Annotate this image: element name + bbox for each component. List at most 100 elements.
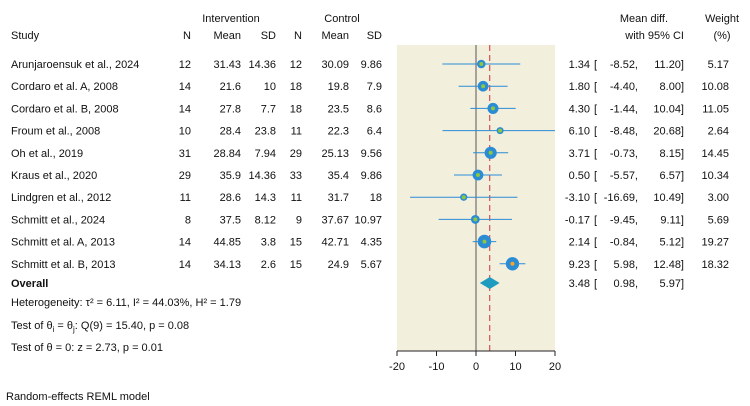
mean-diff-header: Mean diff. [620,13,668,25]
study-row: Oh et al., 2019 31 28.84 7.94 29 25.13 9.56 3.7… [11,146,729,160]
study-point-estimate [473,217,478,222]
study-ci-lower: -4.40, [610,81,638,93]
study-ci-bracket: [ [594,170,597,182]
control-n: 29 [290,148,302,160]
control-mean: 19.8 [328,81,349,93]
study-ci-bracket: [ [594,237,597,249]
intervention-n: 14 [179,81,191,93]
study-ci-lower: 5.98, [614,259,638,271]
control-mean: 35.4 [328,170,349,182]
zero-effect-test-text: Test of θ = 0: z = 2.73, p = 0.01 [11,342,163,354]
intervention-n: 14 [179,103,191,115]
control-mean: 24.9 [328,259,349,271]
study-weight: 2.64 [708,126,729,138]
study-column-header: Study [11,30,40,42]
study-name: Lindgren et al., 2012 [11,192,111,204]
study-row: Schmitt et al., 2024 8 37.5 8.12 9 37.67 10.97… [11,214,729,226]
intervention-sd: 2.6 [261,259,276,271]
control-mean: 42.71 [321,237,349,249]
intervention-sd: 23.8 [255,126,276,138]
intervention-mean: 31.43 [213,59,241,71]
intervention-mean: 37.5 [220,214,241,226]
study-name: Oh et al., 2019 [11,148,83,160]
control-sd: 10.97 [354,214,382,226]
study-ci-bracket: [ [594,103,597,115]
ci-column-header: with 95% CI [624,30,684,42]
control-mean: 22.3 [328,126,349,138]
overall-label: Overall [11,278,48,290]
study-row: Schmitt et al. A, 2013 14 44.85 3.8 15 42.71 4… [11,234,729,249]
intervention-n: 8 [185,214,191,226]
study-ci-lower: -0.84, [610,237,638,249]
study-weight: 3.00 [708,192,729,204]
study-ci-upper: 6.57] [660,170,684,182]
intervention-mean: 21.6 [220,81,241,93]
control-sd: 5.67 [361,259,382,271]
weight-header: Weight [705,13,739,25]
study-effect-value: -0.17 [565,214,590,226]
study-name: Arunjaroensuk et al., 2024 [11,59,139,71]
study-ci-upper: 20.68] [653,126,684,138]
study-point-estimate [510,261,515,266]
study-ci-lower: -1.44, [610,103,638,115]
control-n: 11 [291,126,302,138]
intervention-n: 14 [179,259,191,271]
control-n: 18 [290,103,302,115]
intervention-sd: 10 [264,81,276,93]
study-ci-upper: 5.12] [660,237,684,249]
intervention-n: 12 [179,59,191,71]
n1-column-header: N [183,30,191,42]
study-row: Kraus et al., 2020 29 35.9 14.36 33 35.4 9.86 0… [11,169,729,182]
study-row: Cordaro et al. A, 2008 14 21.6 10 18 19.8 7.9 1… [11,80,729,93]
study-weight: 19.27 [701,237,729,249]
study-ci-upper: 12.48] [653,259,684,271]
x-tick-label: -10 [429,361,445,373]
intervention-mean: 28.4 [220,126,241,138]
study-name: Kraus et al., 2020 [11,170,97,182]
control-n: 15 [290,259,302,271]
study-ci-lower: -8.52, [610,59,638,71]
x-tick-label: 20 [549,361,561,373]
intervention-sd: 7.94 [255,148,276,160]
intervention-sd: 3.8 [261,237,276,249]
intervention-n: 14 [179,237,191,249]
study-weight: 10.08 [701,81,729,93]
study-name: Schmitt et al. A, 2013 [11,237,115,249]
control-sd: 7.9 [367,81,382,93]
control-sd: 18 [370,192,382,204]
study-ci-bracket: [ [594,259,597,271]
control-mean: 30.09 [321,59,349,71]
model-footnote: Random-effects REML model [6,391,150,403]
study-point-estimate [498,128,503,133]
study-row: Cordaro et al. B, 2008 14 27.8 7.7 18 23.5 8.6… [11,102,729,115]
control-n: 33 [290,170,302,182]
intervention-sd: 14.3 [255,192,276,204]
study-weight: 10.34 [701,170,729,182]
study-ci-lower: -8.48, [610,126,638,138]
homogeneity-test-sub-j: j [72,325,75,334]
study-effect-value: 0.50 [569,170,590,182]
intervention-sd: 14.36 [248,170,276,182]
study-effect-value: 1.34 [569,59,590,71]
study-ci-lower: -0.73, [610,148,638,160]
intervention-mean: 35.9 [220,170,241,182]
study-point-estimate [475,173,480,177]
intervention-mean: 28.6 [220,192,241,204]
overall-ci-upper: 5.97] [660,278,684,290]
control-sd: 6.4 [367,126,382,138]
study-effect-value: -3.10 [565,192,590,204]
study-point-estimate [479,62,484,66]
intervention-sd: 7.7 [261,103,276,115]
study-effect-value: 9.23 [569,259,590,271]
homogeneity-test-suffix: : Q(9) = 15.40, p = 0.08 [75,320,189,332]
intervention-mean: 34.13 [213,259,241,271]
study-point-estimate [461,195,466,200]
study-effect-value: 3.71 [569,148,590,160]
intervention-mean: 28.84 [213,148,241,160]
intervention-sd: 8.12 [255,214,276,226]
mean2-column-header: Mean [321,30,349,42]
study-name: Cordaro et al. A, 2008 [11,81,118,93]
intervention-n: 29 [179,170,191,182]
